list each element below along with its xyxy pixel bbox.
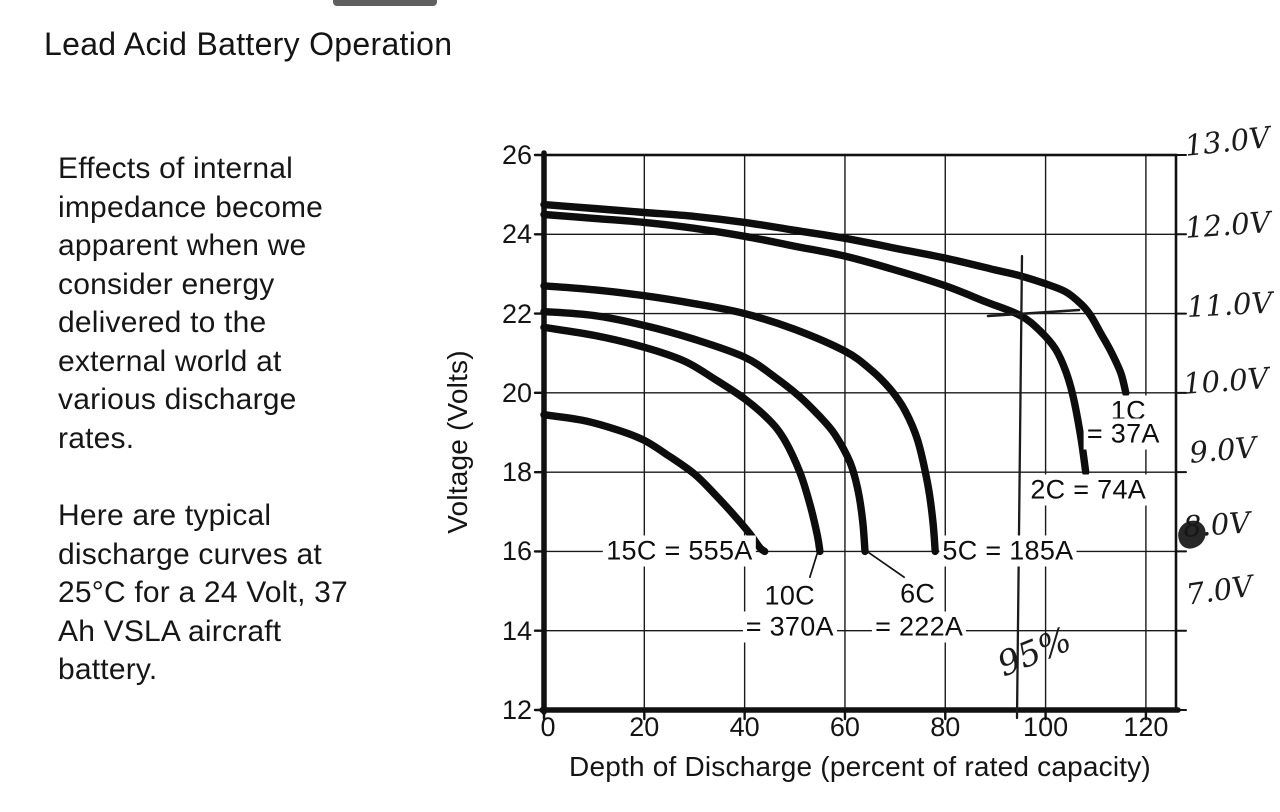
curve-label: = 37A	[1083, 418, 1163, 450]
curve-label: 6C	[897, 578, 939, 610]
x-tick-label: 120	[1123, 712, 1169, 742]
x-tick-label: 80	[930, 712, 961, 742]
paragraph-impedance: Effects of internal impedance become app…	[58, 152, 324, 455]
x-tick-label: 40	[729, 712, 760, 742]
curve-label: 5C = 185A	[939, 535, 1077, 567]
x-tick-label: 100	[1023, 712, 1069, 742]
curve-label: 2C = 74A	[1027, 474, 1150, 506]
paragraph-typical-curves: Here are typical discharge curves at 25°…	[58, 499, 348, 686]
handwritten-voltage-label: 12.0V	[1184, 205, 1272, 245]
x-tick-label: 0	[540, 712, 556, 742]
handwritten-voltage-label: 11.0V	[1186, 285, 1274, 324]
x-tick-label: 60	[829, 712, 860, 742]
y-tick-label: 12	[501, 695, 532, 725]
scan-artifact	[333, 0, 437, 6]
handwritten-voltage-label: 13.0V	[1183, 120, 1272, 163]
curve-label: = 222A	[872, 611, 967, 643]
y-tick-label: 14	[501, 615, 532, 646]
handwritten-voltage-label: 7.0V	[1184, 568, 1256, 612]
y-tick-label: 22	[501, 298, 532, 329]
x-tick-label: 20	[629, 712, 660, 742]
y-tick-label: 24	[501, 219, 532, 250]
y-axis-title: Voltage (Volts)	[442, 350, 473, 534]
x-axis-title: Depth of Discharge (percent of rated cap…	[569, 751, 1151, 782]
y-tick-label: 18	[501, 457, 532, 488]
handwritten-95-percent-label: 95%	[992, 619, 1078, 686]
page-title: Lead Acid Battery Operation	[44, 26, 453, 62]
handwritten-voltage-label: 10.0V	[1182, 361, 1270, 401]
curve-label: 10C	[761, 580, 818, 612]
curve-label: 15C = 555A	[603, 535, 756, 567]
description-text: Effects of internal impedance become app…	[58, 150, 403, 729]
handwritten-voltage-label: 9.0V	[1188, 430, 1258, 470]
y-tick-label: 20	[501, 377, 532, 408]
y-tick-label: 16	[501, 536, 532, 567]
curve-label: = 370A	[742, 611, 837, 643]
y-tick-label: 26	[501, 140, 532, 170]
